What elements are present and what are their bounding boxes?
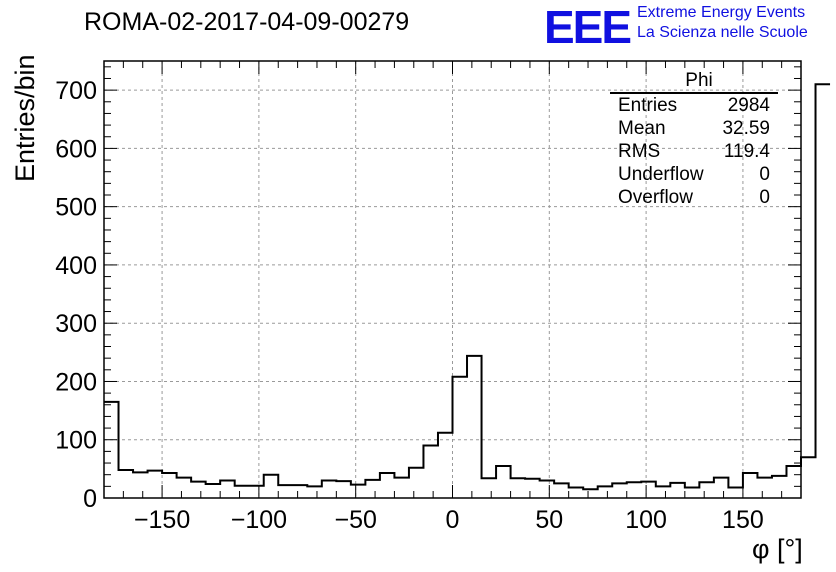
histogram-bin: [670, 483, 685, 498]
histogram-bin: [394, 478, 409, 498]
stats-row-mean: Mean 32.59: [610, 117, 778, 140]
y-tick-label: 0: [83, 485, 97, 513]
histogram-bin: [162, 473, 177, 498]
histogram-bin: [177, 478, 192, 498]
stats-row-entries: Entries 2984: [610, 94, 778, 117]
y-tick-label: 700: [55, 77, 97, 105]
stats-label: Underflow: [618, 164, 704, 185]
histogram-bin: [554, 483, 569, 498]
histogram-bin: [133, 472, 148, 498]
histogram-bin: [714, 478, 729, 498]
y-tick-label: 300: [55, 310, 97, 338]
stats-value: 2984: [727, 95, 770, 116]
histogram-bin: [220, 481, 235, 498]
x-tick-label: −50: [334, 506, 376, 534]
stats-row-underflow: Underflow 0: [610, 163, 778, 186]
histogram-bin: [235, 486, 250, 498]
histogram-bin: [453, 377, 468, 498]
histogram-bin: [511, 478, 526, 498]
stats-row-rms: RMS 119.4: [610, 140, 778, 163]
stats-value: 32.59: [722, 118, 770, 139]
histogram-bin: [467, 356, 482, 498]
histogram-bin: [322, 481, 337, 498]
histogram-bin: [656, 486, 671, 498]
histogram-bin: [380, 473, 395, 498]
histogram-bin: [728, 488, 743, 498]
x-tick-label: 150: [722, 506, 764, 534]
histogram-bin: [191, 482, 206, 498]
stats-label: Entries: [618, 95, 678, 116]
histogram-bin: [598, 486, 613, 498]
histogram-bin: [641, 482, 656, 498]
histogram-bin: [148, 471, 163, 498]
histogram-bin: [119, 470, 134, 498]
histogram-line: [104, 83, 831, 491]
histogram-bin: [525, 479, 540, 498]
stats-value: 0: [759, 187, 770, 208]
histogram-bin: [307, 486, 322, 498]
y-tick-label: 200: [55, 368, 97, 396]
histogram-bin: [772, 476, 787, 498]
histogram-bin: [351, 485, 366, 498]
histogram-bin: [365, 480, 380, 498]
stats-label: Mean: [618, 118, 666, 139]
y-tick-label: 400: [55, 252, 97, 280]
histogram-bin: [264, 475, 279, 498]
histogram-bin: [786, 466, 801, 498]
y-tick-label: 100: [55, 427, 97, 455]
histogram-bin: [249, 486, 264, 498]
histogram-bin: [438, 433, 453, 498]
histogram-bin: [540, 481, 555, 498]
histogram-bin: [569, 488, 584, 498]
histogram-bin: [583, 489, 598, 498]
logo-line-2: La Scienza nelle Scuole: [637, 24, 808, 41]
x-tick-label: 100: [625, 506, 667, 534]
stats-label: RMS: [618, 141, 661, 162]
logo-line-1: Extreme Energy Events: [637, 4, 806, 21]
histogram-bin: [278, 485, 293, 498]
histogram-bin: [612, 483, 627, 498]
stats-label: Overflow: [618, 187, 693, 208]
stats-row-overflow: Overflow 0: [610, 186, 778, 209]
histogram-bin: [743, 473, 758, 498]
eee-logo: EEE: [544, 1, 632, 53]
histogram-bin: [206, 484, 221, 498]
histogram-bin: [496, 466, 511, 498]
histogram-bin: [801, 457, 816, 498]
histogram-bin: [699, 482, 714, 498]
histogram-bin: [336, 481, 351, 498]
histogram-bin: [293, 485, 308, 498]
histogram-bin: [409, 468, 424, 498]
x-tick-label: 50: [535, 506, 563, 534]
chart-title: ROMA-02-2017-04-09-00279: [84, 8, 410, 36]
histogram-bin: [757, 478, 772, 498]
x-tick-label: 0: [446, 506, 460, 534]
histogram-bin: [685, 488, 700, 498]
y-tick-label: 500: [55, 194, 97, 222]
histogram-bin: [816, 84, 831, 498]
x-tick-label: −150: [134, 506, 190, 534]
stats-value: 0: [759, 164, 770, 185]
y-tick-label: 600: [55, 135, 97, 163]
stats-title: Phi: [610, 70, 778, 94]
histogram-bin: [627, 482, 642, 498]
stats-value: 119.4: [723, 141, 770, 162]
histogram-bin: [482, 478, 497, 498]
histogram-bin: [423, 446, 438, 498]
x-tick-label: −100: [231, 506, 287, 534]
x-axis-label: φ [°]: [752, 534, 803, 564]
stats-box: Phi Entries 2984 Mean 32.59 RMS 119.4 Un…: [610, 70, 778, 209]
